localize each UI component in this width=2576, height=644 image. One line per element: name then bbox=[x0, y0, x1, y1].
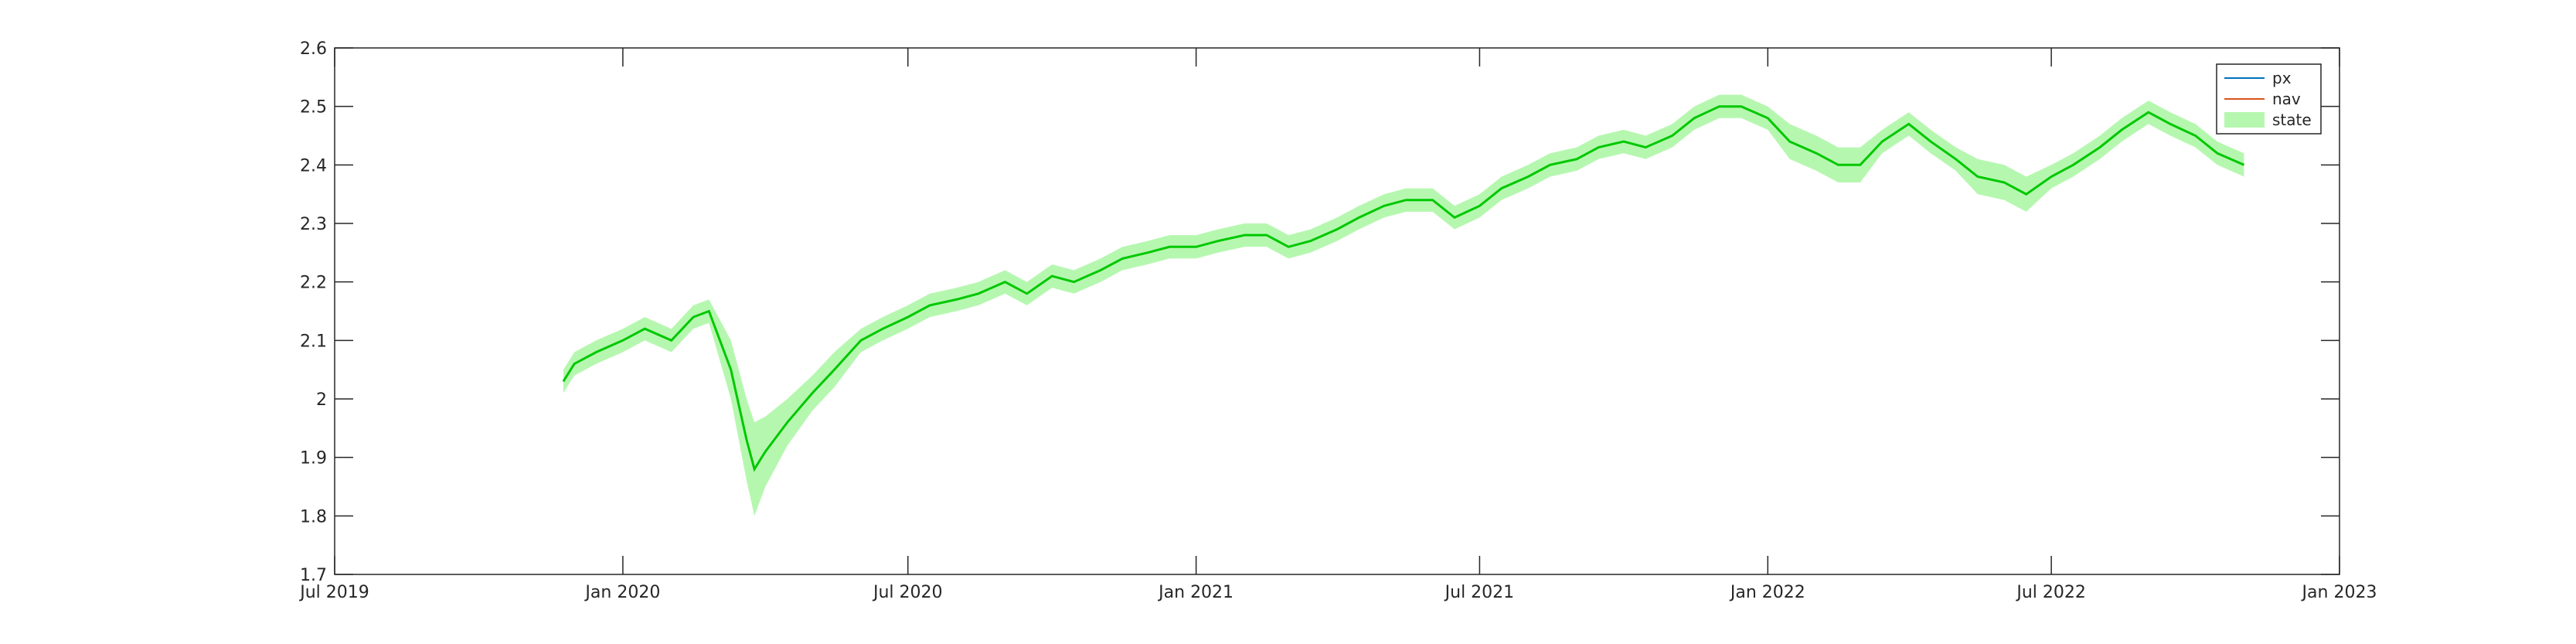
axes-box bbox=[334, 47, 2340, 575]
x-tick-label: Jul 2021 bbox=[1444, 583, 1515, 602]
x-tick-label: Jan 2020 bbox=[584, 583, 660, 602]
legend: px nav state bbox=[2216, 63, 2322, 135]
y-tick-label: 1.7 bbox=[300, 566, 327, 585]
y-tick-label: 2.3 bbox=[300, 215, 327, 234]
x-tick-label: Jul 2020 bbox=[872, 583, 943, 602]
plot-layer bbox=[562, 94, 2245, 516]
y-tick-label: 1.9 bbox=[300, 449, 327, 469]
y-tick-label: 2 bbox=[316, 390, 327, 410]
legend-label-px: px bbox=[2272, 69, 2292, 87]
y-tick-label: 2.1 bbox=[300, 332, 327, 351]
x-tick-label: Jan 2021 bbox=[1157, 583, 1234, 602]
x-tick-label: Jul 2019 bbox=[298, 583, 369, 602]
y-tick-label: 2.2 bbox=[300, 274, 327, 293]
axes-layer: Jul 2019 Jan 2020 Jul 2020 Jan 2021 Jul 2021… bbox=[298, 39, 2377, 602]
legend-label-state: state bbox=[2272, 111, 2312, 129]
x-tick-label: Jan 2023 bbox=[2301, 583, 2377, 602]
legend-swatch-state bbox=[2224, 112, 2265, 128]
y-tick-label: 2.5 bbox=[300, 98, 327, 118]
x-tick-label: Jan 2022 bbox=[1729, 583, 1805, 602]
legend-label-nav: nav bbox=[2272, 90, 2301, 108]
y-tick-label: 2.6 bbox=[300, 39, 327, 59]
y-tick-label: 1.8 bbox=[300, 507, 327, 526]
series-line-state bbox=[562, 105, 2245, 472]
y-tick-label: 2.4 bbox=[300, 156, 327, 175]
x-tick-label: Jul 2022 bbox=[2015, 583, 2086, 602]
